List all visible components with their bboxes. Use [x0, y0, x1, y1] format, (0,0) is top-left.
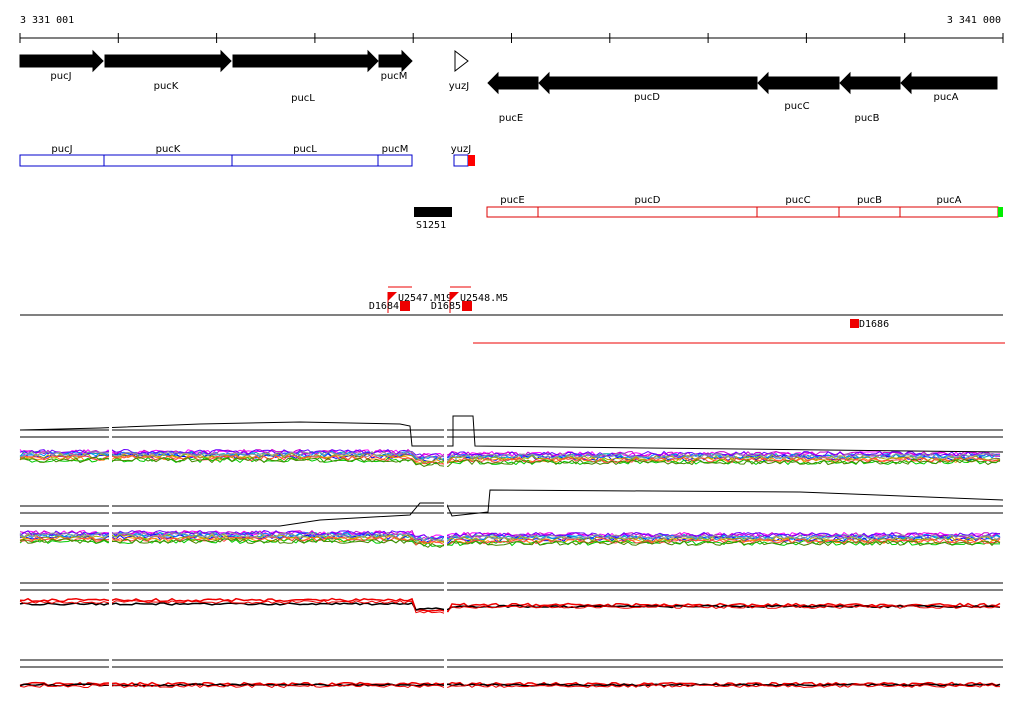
segment-label: S1251	[416, 220, 446, 231]
probe-label: U2547.M19	[398, 293, 452, 304]
feature-mark	[850, 319, 859, 328]
box-label: pucJ	[51, 144, 72, 155]
box-marker	[468, 155, 475, 166]
gene-label: pucD	[634, 92, 660, 103]
feature-label: D1684	[369, 301, 399, 312]
gene-box	[486, 206, 539, 218]
gene-label: pucL	[291, 93, 315, 104]
gene-arrow	[900, 71, 998, 95]
box-label: pucD	[635, 195, 661, 206]
gene-arrow	[839, 71, 901, 95]
gene-box	[756, 206, 840, 218]
probe-flag	[450, 292, 459, 301]
ruler-end: 3 341 000	[947, 15, 1001, 26]
trace	[19, 597, 1001, 613]
box-marker	[998, 207, 1003, 217]
box-label: pucK	[156, 144, 181, 155]
gene-arrow	[538, 71, 758, 95]
probe-flag	[388, 292, 397, 301]
gene-arrow	[104, 49, 232, 73]
gene-box	[899, 206, 999, 218]
trace	[19, 531, 1001, 542]
ruler-start: 3 331 001	[20, 15, 74, 26]
box-label: pucM	[382, 144, 409, 155]
gene-box	[19, 154, 105, 167]
trace	[19, 599, 1001, 614]
gap	[444, 410, 447, 700]
gene-box	[103, 154, 233, 167]
gene-label: pucC	[784, 101, 809, 112]
box-label: pucL	[293, 144, 317, 155]
trace	[19, 456, 1001, 468]
trace	[19, 415, 1004, 453]
gene-arrow	[757, 71, 840, 95]
gene-arrow	[454, 49, 469, 73]
gene-arrow	[487, 71, 539, 95]
probe-label: U2548.M5	[460, 293, 508, 304]
feature-label: D1685	[431, 301, 461, 312]
gene-label: pucJ	[50, 71, 71, 82]
box-label: pucC	[785, 195, 810, 206]
box-label: pucB	[857, 195, 882, 206]
gap	[109, 410, 112, 700]
trace	[19, 683, 1001, 687]
gene-box	[838, 206, 901, 218]
gene-arrow	[232, 49, 379, 73]
trace	[19, 535, 1001, 546]
gene-label: pucM	[381, 71, 408, 82]
gene-label: pucK	[154, 81, 179, 92]
trace	[20, 489, 1004, 527]
trace	[19, 538, 1001, 548]
gene-label: pucB	[854, 113, 879, 124]
trace	[19, 529, 1001, 541]
gene-label: pucE	[499, 113, 524, 124]
feature-label: D1686	[859, 319, 889, 330]
trace	[19, 450, 1001, 462]
gene-arrow	[19, 49, 104, 73]
gene-label: yuzJ	[449, 81, 469, 92]
trace	[19, 681, 1001, 687]
gene-box	[453, 154, 469, 167]
gene-box	[377, 154, 413, 167]
gene-arrow	[378, 49, 413, 73]
gene-box	[537, 206, 758, 218]
box-label: pucE	[500, 195, 525, 206]
trace	[19, 456, 1001, 466]
box-label: yuzJ	[451, 144, 471, 155]
gene-label: pucA	[933, 92, 958, 103]
trace	[19, 683, 1000, 689]
feature-mark	[462, 301, 472, 311]
feature-mark	[400, 301, 410, 311]
gene-box	[231, 154, 379, 167]
segment	[414, 207, 452, 217]
box-label: pucA	[936, 195, 961, 206]
